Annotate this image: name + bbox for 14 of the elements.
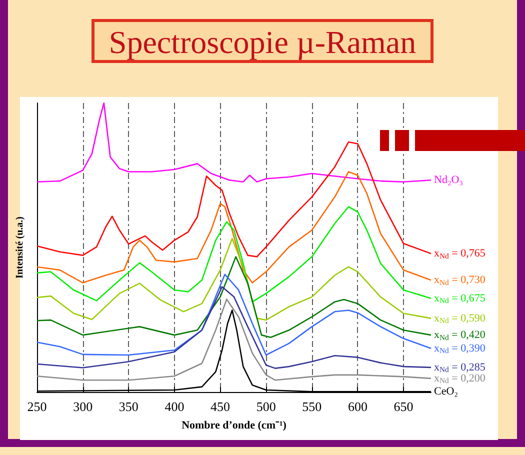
x-tick-label: 350: [118, 399, 138, 414]
x-tick-label: 300: [73, 399, 93, 414]
x-tick-label: 250: [27, 399, 47, 414]
series-label: Nd₂O₃: [434, 174, 464, 186]
x-tick-label: 650: [394, 399, 414, 414]
x-axis-title: Nombre d’onde (cm⁻¹): [182, 420, 287, 432]
chart-title: Spectroscopie µ-Raman: [108, 24, 416, 60]
y-axis-title: Intensité (u.a.): [14, 216, 26, 278]
series-label: CeO₂: [434, 386, 458, 398]
x-tick-label: 400: [164, 399, 184, 414]
x-tick-label: 450: [210, 399, 230, 414]
x-tick-label: 600: [348, 399, 368, 414]
x-tick-label: 500: [256, 399, 276, 414]
x-tick-label: 550: [302, 399, 322, 414]
